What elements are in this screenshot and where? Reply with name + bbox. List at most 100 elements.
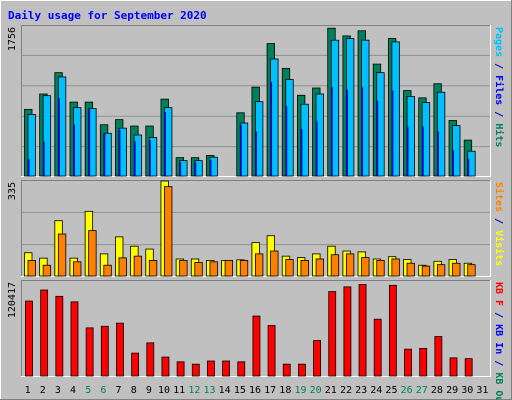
kbf-bar <box>131 352 140 377</box>
pages-bar <box>179 160 188 177</box>
x-tick-label: 28 <box>431 385 443 396</box>
x-tick-label: 12 <box>188 385 200 396</box>
sites-bar <box>376 260 385 277</box>
kbf-bar <box>358 284 367 377</box>
visits-panel-legend-part: / <box>493 212 504 230</box>
x-tick-label: 19 <box>294 385 306 396</box>
sites-bar <box>118 257 127 277</box>
kbf-bar <box>40 289 49 377</box>
pages-bar <box>73 107 82 177</box>
x-tick-label: 27 <box>416 385 428 396</box>
kbf-bar <box>449 357 458 377</box>
kbf-bar <box>419 347 428 377</box>
x-tick-label: 10 <box>158 385 170 396</box>
kbf-bar <box>404 348 412 377</box>
x-tick-label: 5 <box>85 385 91 396</box>
visits-panel-legend-label: Sites / Visits <box>493 182 505 266</box>
kbf-bar <box>207 360 215 377</box>
visits-panel-legend-part: Sites <box>493 182 505 212</box>
kbytes-panel-legend-part: / <box>493 354 504 372</box>
sites-bar <box>57 233 67 277</box>
x-tick-label: 7 <box>116 385 122 396</box>
x-tick-label: 17 <box>264 385 276 396</box>
pages-bar <box>27 114 36 177</box>
sites-bar <box>73 261 82 277</box>
kbf-bar <box>146 342 155 377</box>
kbf-bar <box>298 363 306 377</box>
sites-bar <box>27 260 36 277</box>
x-tick-label: 2 <box>40 385 46 396</box>
kbf-bar <box>373 318 382 377</box>
pages-bar <box>300 103 309 177</box>
x-tick-label: 4 <box>70 385 76 396</box>
sites-bar <box>239 260 249 277</box>
x-tick-label: 16 <box>249 385 261 396</box>
kbf-bar <box>176 361 185 377</box>
pages-bar <box>330 39 340 177</box>
hits-panel-legend-part: / <box>493 105 504 123</box>
kbf-bar <box>100 325 109 377</box>
hits-panel-legend-part: Files <box>493 75 505 105</box>
chart-title: Daily usage for September 2020 <box>8 9 207 22</box>
kbf-bar <box>252 315 261 377</box>
sites-bar <box>285 259 294 277</box>
pages-bar <box>239 122 249 177</box>
hits-panel-legend-label: Pages / Files / Hits <box>493 27 505 147</box>
hits-panel-legend-part: / <box>493 57 504 75</box>
kbf-bar <box>116 322 124 377</box>
kbytes-panel-legend-part: / <box>493 306 504 324</box>
x-tick-label: 26 <box>401 385 413 396</box>
pages-bar <box>406 96 415 177</box>
pages-bar <box>118 127 127 177</box>
pages-bar <box>345 38 355 177</box>
pages-bar <box>103 132 112 177</box>
sites-bar <box>345 253 355 277</box>
kbf-bar <box>388 284 397 377</box>
sites-bar <box>436 264 446 277</box>
sites-bar <box>467 264 476 277</box>
kbf-bar <box>70 301 79 377</box>
sites-bar <box>103 264 112 277</box>
x-tick-label: 24 <box>370 385 382 396</box>
x-tick-label: 29 <box>446 385 458 396</box>
x-tick-label: 14 <box>219 385 231 396</box>
sites-bar <box>164 186 173 277</box>
pages-bar <box>255 101 264 177</box>
sites-bar <box>315 258 324 277</box>
sites-bar <box>406 262 415 277</box>
kbf-bar <box>85 327 94 377</box>
sites-bar <box>179 260 188 277</box>
kbytes-panel-legend-label: KB F / KB In / KB Out <box>493 282 504 400</box>
kbf-bar <box>237 361 246 377</box>
hits-panel-legend-part: Hits <box>493 123 505 147</box>
x-tick-label: 30 <box>461 385 473 396</box>
sites-bar <box>452 262 461 277</box>
x-tick-label: 8 <box>131 385 137 396</box>
sites-bar <box>421 265 431 277</box>
x-tick-label: 31 <box>476 385 488 396</box>
x-axis-labels: 1 2 3 4 5 6 7 8 9 10 11 12 13 14 15 16 17 18 19 20 21 22 23 24 2… <box>25 385 489 396</box>
hits-panel-legend-part: Pages <box>493 27 504 57</box>
sites-bar <box>391 258 400 277</box>
sites-bar <box>330 254 340 277</box>
pages-bar <box>467 150 476 177</box>
x-tick-label: 22 <box>340 385 352 396</box>
x-tick-label: 9 <box>146 385 152 396</box>
kbf-bar <box>25 300 33 377</box>
kbf-bar <box>282 363 291 377</box>
pages-bar <box>421 102 431 177</box>
kbytes-panel-legend-part: KB In <box>493 324 504 354</box>
x-tick-label: 25 <box>385 385 397 396</box>
kbytes-panel-legend-part: KB Out <box>493 372 504 400</box>
pages-bar <box>194 160 203 177</box>
chart-panels: 1756 Pages / Files / Hits 335 Sites / Visit… <box>7 25 505 400</box>
hits-panel-ymax-label: 1756 <box>7 27 18 51</box>
pages-bar <box>164 107 173 177</box>
kbf-bar <box>328 291 337 377</box>
visits-panel-legend-part: Visits <box>493 230 505 266</box>
sites-bar <box>255 253 264 277</box>
pages-bar <box>42 95 52 177</box>
visits-panel-ymax-label: 335 <box>7 182 18 200</box>
pages-bar <box>270 58 279 177</box>
